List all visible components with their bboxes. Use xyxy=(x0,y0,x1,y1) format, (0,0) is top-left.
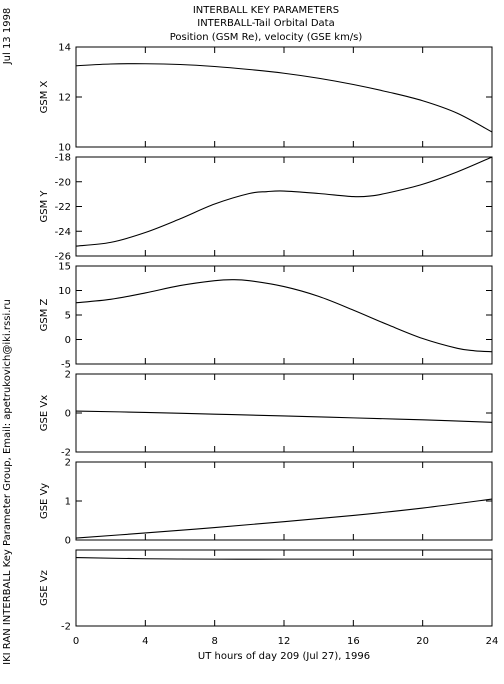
panel-1-series-line xyxy=(75,63,493,133)
x-tick-label: 12 xyxy=(278,636,291,647)
panel-4-y-axis-label: GSE Vx xyxy=(39,395,50,431)
panel-6-y-tick-label: -2 xyxy=(61,622,71,633)
panel-1-y-tick-label: 10 xyxy=(58,143,71,154)
panel-2-series-line xyxy=(75,156,493,247)
panel-4-y-tick-label: -2 xyxy=(61,448,71,459)
panel-5-y-tick-label: 1 xyxy=(65,497,71,508)
x-tick-label: 16 xyxy=(347,636,360,647)
x-tick-label: 0 xyxy=(73,636,79,647)
panel-6-frame xyxy=(75,549,493,627)
x-axis-label: UT hours of day 209 (Jul 27), 1996 xyxy=(198,651,370,662)
panel-5-series-line xyxy=(75,498,493,539)
x-tick-label: 4 xyxy=(142,636,148,647)
panel-4-series-line xyxy=(75,410,493,423)
panel-2-y-tick-label: -22 xyxy=(55,202,71,213)
panel-2-y-tick-label: -20 xyxy=(55,177,71,188)
panel-2-y-tick-label: -18 xyxy=(55,153,71,164)
panel-5-y-tick-label: 2 xyxy=(65,458,71,469)
panel-4-frame xyxy=(75,373,493,453)
panel-5-frame xyxy=(75,461,493,541)
chart-title-line-1: INTERBALL KEY PARAMETERS xyxy=(193,5,339,16)
panel-1-frame xyxy=(75,46,493,148)
panel-3-frame xyxy=(75,265,493,365)
panel-3-y-tick-label: 10 xyxy=(58,286,71,297)
panel-4-y-tick-label: 0 xyxy=(65,409,71,420)
panel-5-y-tick-label: 0 xyxy=(65,536,71,547)
panel-4-y-tick-label: 2 xyxy=(65,370,71,381)
x-tick-label: 24 xyxy=(486,636,499,647)
credit-label: IKI RAN INTERBALL Key Parameter Group, E… xyxy=(2,299,13,665)
x-tick-label: 20 xyxy=(416,636,429,647)
panel-2-y-tick-label: -26 xyxy=(55,252,71,263)
panel-3-y-tick-label: 5 xyxy=(65,311,71,322)
panel-1-y-tick-label: 14 xyxy=(58,43,71,54)
panel-5-y-axis-label: GSE Vy xyxy=(39,483,50,519)
panel-2-frame xyxy=(75,156,493,257)
panel-2-y-axis-label: GSM Y xyxy=(39,190,50,223)
chart-title-line-3: Position (GSM Re), velocity (GSE km/s) xyxy=(170,32,363,43)
panel-2-y-tick-label: -24 xyxy=(55,227,71,238)
panel-3-y-tick-label: 15 xyxy=(58,262,71,273)
date-label: Jul 13 1998 xyxy=(2,8,13,66)
panel-3-y-axis-label: GSM Z xyxy=(39,298,50,331)
panel-6-series-line xyxy=(75,557,492,560)
x-tick-label: 8 xyxy=(211,636,217,647)
panel-3-y-tick-label: 0 xyxy=(65,335,71,346)
panel-3-series-line xyxy=(75,279,493,353)
panel-3-y-tick-label: -5 xyxy=(61,360,71,371)
panel-6-y-axis-label: GSE Vz xyxy=(39,570,50,606)
chart-title-line-2: INTERBALL-Tail Orbital Data xyxy=(197,18,334,29)
panel-1-y-tick-label: 12 xyxy=(58,93,71,104)
panel-1-y-axis-label: GSM X xyxy=(39,80,50,113)
